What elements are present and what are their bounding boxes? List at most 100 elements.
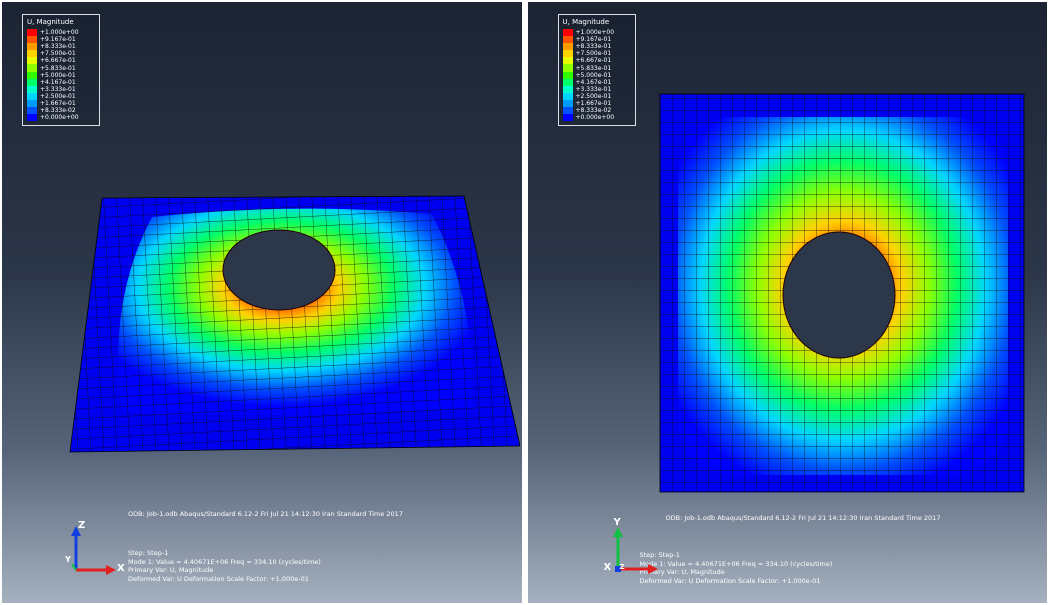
legend-swatch — [562, 57, 573, 65]
odb-line: ODB: Job-1.odb Abaqus/Standard 6.12-2 Fr… — [128, 510, 403, 518]
legend-row: +7.500e-01 — [27, 50, 95, 58]
step-label: Step: Step-1 — [639, 551, 680, 559]
legend-swatch — [27, 29, 37, 37]
legend-value: +5.833e-01 — [575, 64, 612, 72]
legend-row: +4.167e-01 — [27, 78, 95, 86]
odb-line: ODB: Job-1.odb Abaqus/Standard 6.12-2 Fr… — [665, 514, 941, 522]
legend-swatch — [27, 50, 37, 58]
legend-swatch — [562, 85, 573, 93]
contour-legend: U, Magnitude +1.000e+00 +9.167e-01 +8.333e… — [22, 14, 100, 127]
legend-value: +8.333e-02 — [40, 107, 76, 115]
legend-row: +8.333e-02 — [27, 107, 95, 115]
legend-swatch — [27, 43, 37, 51]
legend-title: U, Magnitude — [27, 18, 74, 26]
legend-swatch — [27, 64, 37, 72]
legend-swatch — [562, 43, 573, 51]
axis-label-depth: Y — [65, 555, 71, 564]
legend-value: +4.167e-01 — [40, 78, 76, 86]
legend-swatch — [27, 78, 37, 86]
legend-row: +9.167e-01 — [562, 36, 631, 44]
legend-row: +1.000e+00 — [562, 29, 631, 37]
legend-value: +6.667e-01 — [40, 57, 76, 65]
legend-value: +5.833e-01 — [40, 64, 76, 72]
legend-value: +7.500e-01 — [575, 50, 612, 58]
legend-swatch — [27, 71, 37, 79]
legend-swatch — [562, 50, 573, 58]
legend-value: +1.667e-01 — [40, 99, 76, 107]
legend-swatch — [562, 114, 573, 122]
step-label: Step: Step-1 — [128, 549, 169, 557]
legend-value: +6.667e-01 — [575, 57, 612, 65]
viewport-top[interactable]: U, Magnitude +1.000e+00 +9.167e-01 +8.333e… — [527, 2, 1047, 603]
legend-swatch — [562, 99, 573, 108]
legend-rows: +1.000e+00 +9.167e-01 +8.333e-01 +7.500e-01… — [562, 29, 631, 122]
legend-value: +4.167e-01 — [575, 78, 612, 86]
legend-row: +2.500e-01 — [562, 92, 631, 100]
legend-title: U, Magnitude — [562, 18, 610, 26]
axis-label-vertical: Z — [78, 520, 86, 531]
legend-swatch — [27, 99, 37, 108]
legend-swatch — [27, 36, 37, 44]
legend-value: +1.667e-01 — [575, 99, 612, 107]
legend-swatch — [562, 92, 573, 100]
legend-swatch — [562, 29, 573, 37]
legend-rows: +1.000e+00 +9.167e-01 +8.333e-01 +7.500e-01… — [27, 29, 95, 122]
legend-row: +8.333e-01 — [27, 43, 95, 51]
axis-label-vertical: Y — [613, 517, 621, 528]
legend-value: +2.500e-01 — [40, 92, 76, 100]
axis-triad: Z X Y — [64, 520, 125, 582]
legend-row: +0.000e+00 — [27, 114, 95, 122]
triad-arrows-icon — [612, 527, 658, 574]
legend-row: +5.000e-01 — [562, 71, 631, 79]
legend-swatch — [27, 85, 37, 93]
legend-row: +9.167e-01 — [27, 36, 95, 44]
step-info: Step: Step-1 Mode 1: Value = 4.40671E+06… — [128, 549, 321, 583]
legend-row: +3.333e-01 — [27, 85, 95, 93]
axis-triad: Y X Z — [603, 517, 666, 579]
legend-value: +3.333e-01 — [575, 85, 612, 93]
legend-row: +6.667e-01 — [27, 57, 95, 65]
legend-swatch — [562, 107, 573, 115]
deformed-var-label: Deformed Var: U Deformation Scale Factor… — [639, 576, 821, 585]
legend-row: +5.000e-01 — [27, 71, 95, 79]
legend-value: +0.000e+00 — [575, 114, 615, 122]
mode-label: Mode 1: Value = 4.40671E+06 Freq = 334.1… — [128, 557, 321, 566]
legend-row: +4.167e-01 — [562, 78, 631, 86]
legend-value: +3.333e-01 — [40, 85, 76, 93]
legend-row: +7.500e-01 — [562, 50, 631, 58]
legend-value: +9.167e-01 — [575, 36, 612, 44]
legend-swatch — [562, 78, 573, 86]
legend-swatch — [27, 92, 37, 100]
legend-row: +2.500e-01 — [27, 92, 95, 100]
legend-value: +9.167e-01 — [40, 36, 76, 44]
viewport-isometric[interactable]: U, Magnitude +1.000e+00 +9.167e-01 +8.333e… — [2, 2, 522, 603]
deformed-var-label: Deformed Var: U Deformation Scale Factor… — [128, 574, 309, 583]
primary-var-label: Primary Var: U, Magnitude — [128, 566, 214, 574]
legend-swatch — [562, 64, 573, 72]
legend-swatch — [562, 36, 573, 44]
legend-value: +1.000e+00 — [40, 29, 79, 37]
triad-arrows-icon — [71, 526, 116, 575]
step-info: Step: Step-1 Mode 1: Value = 4.40671E+06… — [640, 551, 833, 585]
axis-label-depth: Z — [619, 563, 625, 571]
legend-value: +1.000e+00 — [575, 29, 615, 37]
axis-label-horizontal: X — [117, 563, 125, 574]
legend-row: +1.000e+00 — [27, 29, 95, 37]
legend-row: +5.833e-01 — [562, 64, 631, 72]
primary-var-label: Primary Var: U, Magnitude — [639, 568, 725, 576]
axis-label-horizontal: X — [603, 562, 612, 573]
contour-legend: U, Magnitude +1.000e+00 +9.167e-01 +8.333e… — [557, 14, 636, 127]
legend-swatch — [562, 71, 573, 79]
legend-row: +3.333e-01 — [562, 85, 631, 93]
legend-row: +1.667e-01 — [562, 99, 631, 108]
legend-value: +5.000e-01 — [575, 71, 612, 79]
legend-row: +1.667e-01 — [27, 99, 95, 108]
legend-row: +5.833e-01 — [27, 64, 95, 72]
legend-swatch — [27, 114, 37, 122]
legend-row: +8.333e-01 — [562, 43, 631, 51]
deformed-plate-top — [659, 93, 1024, 493]
deformed-plate-isometric — [69, 195, 520, 453]
legend-row: +8.333e-02 — [562, 107, 631, 115]
legend-value: +0.000e+00 — [40, 114, 79, 122]
